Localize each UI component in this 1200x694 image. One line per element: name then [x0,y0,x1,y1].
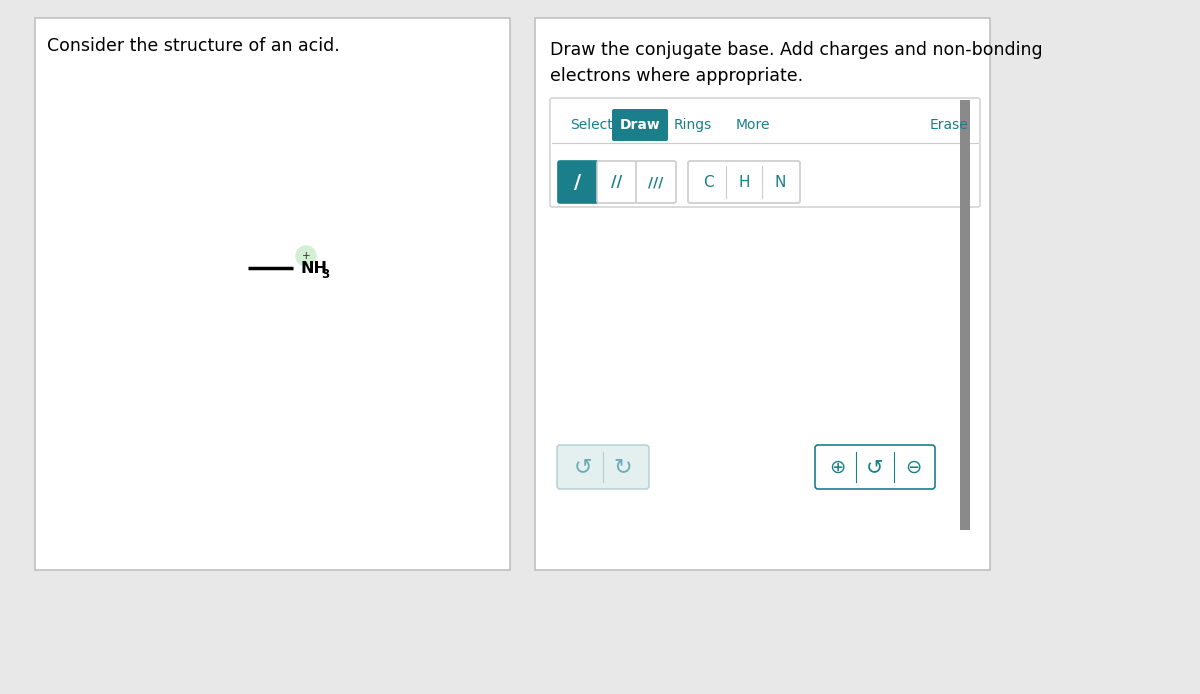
FancyBboxPatch shape [35,18,510,570]
FancyBboxPatch shape [557,445,649,489]
Text: Draw: Draw [619,118,660,132]
Text: //: // [611,174,623,189]
Text: ↺: ↺ [574,457,593,477]
Circle shape [296,246,316,266]
Text: ⊕: ⊕ [829,457,845,477]
Text: Select: Select [570,118,613,132]
Text: Draw the conjugate base. Add charges and non-bonding: Draw the conjugate base. Add charges and… [550,41,1043,59]
Text: 3: 3 [322,267,329,280]
Bar [960,100,970,530]
FancyBboxPatch shape [612,109,668,141]
Text: ///: /// [648,175,664,189]
Text: electrons where appropriate.: electrons where appropriate. [550,67,803,85]
Text: ⊖: ⊖ [905,457,922,477]
Text: C: C [703,174,713,189]
Text: Rings: Rings [674,118,713,132]
FancyBboxPatch shape [535,18,990,570]
Text: Erase: Erase [930,118,968,132]
Text: /: / [575,173,582,192]
Text: More: More [736,118,770,132]
FancyBboxPatch shape [550,98,980,207]
FancyBboxPatch shape [815,445,935,489]
Text: ↻: ↻ [613,457,632,477]
Text: H: H [738,174,750,189]
FancyBboxPatch shape [636,161,676,203]
FancyBboxPatch shape [688,161,800,203]
Text: Consider the structure of an acid.: Consider the structure of an acid. [47,37,340,55]
FancyBboxPatch shape [558,161,598,203]
FancyBboxPatch shape [598,161,637,203]
Text: ↺: ↺ [866,457,883,477]
Text: +: + [301,251,311,261]
Text: N: N [774,174,786,189]
Text: NH: NH [300,260,326,276]
